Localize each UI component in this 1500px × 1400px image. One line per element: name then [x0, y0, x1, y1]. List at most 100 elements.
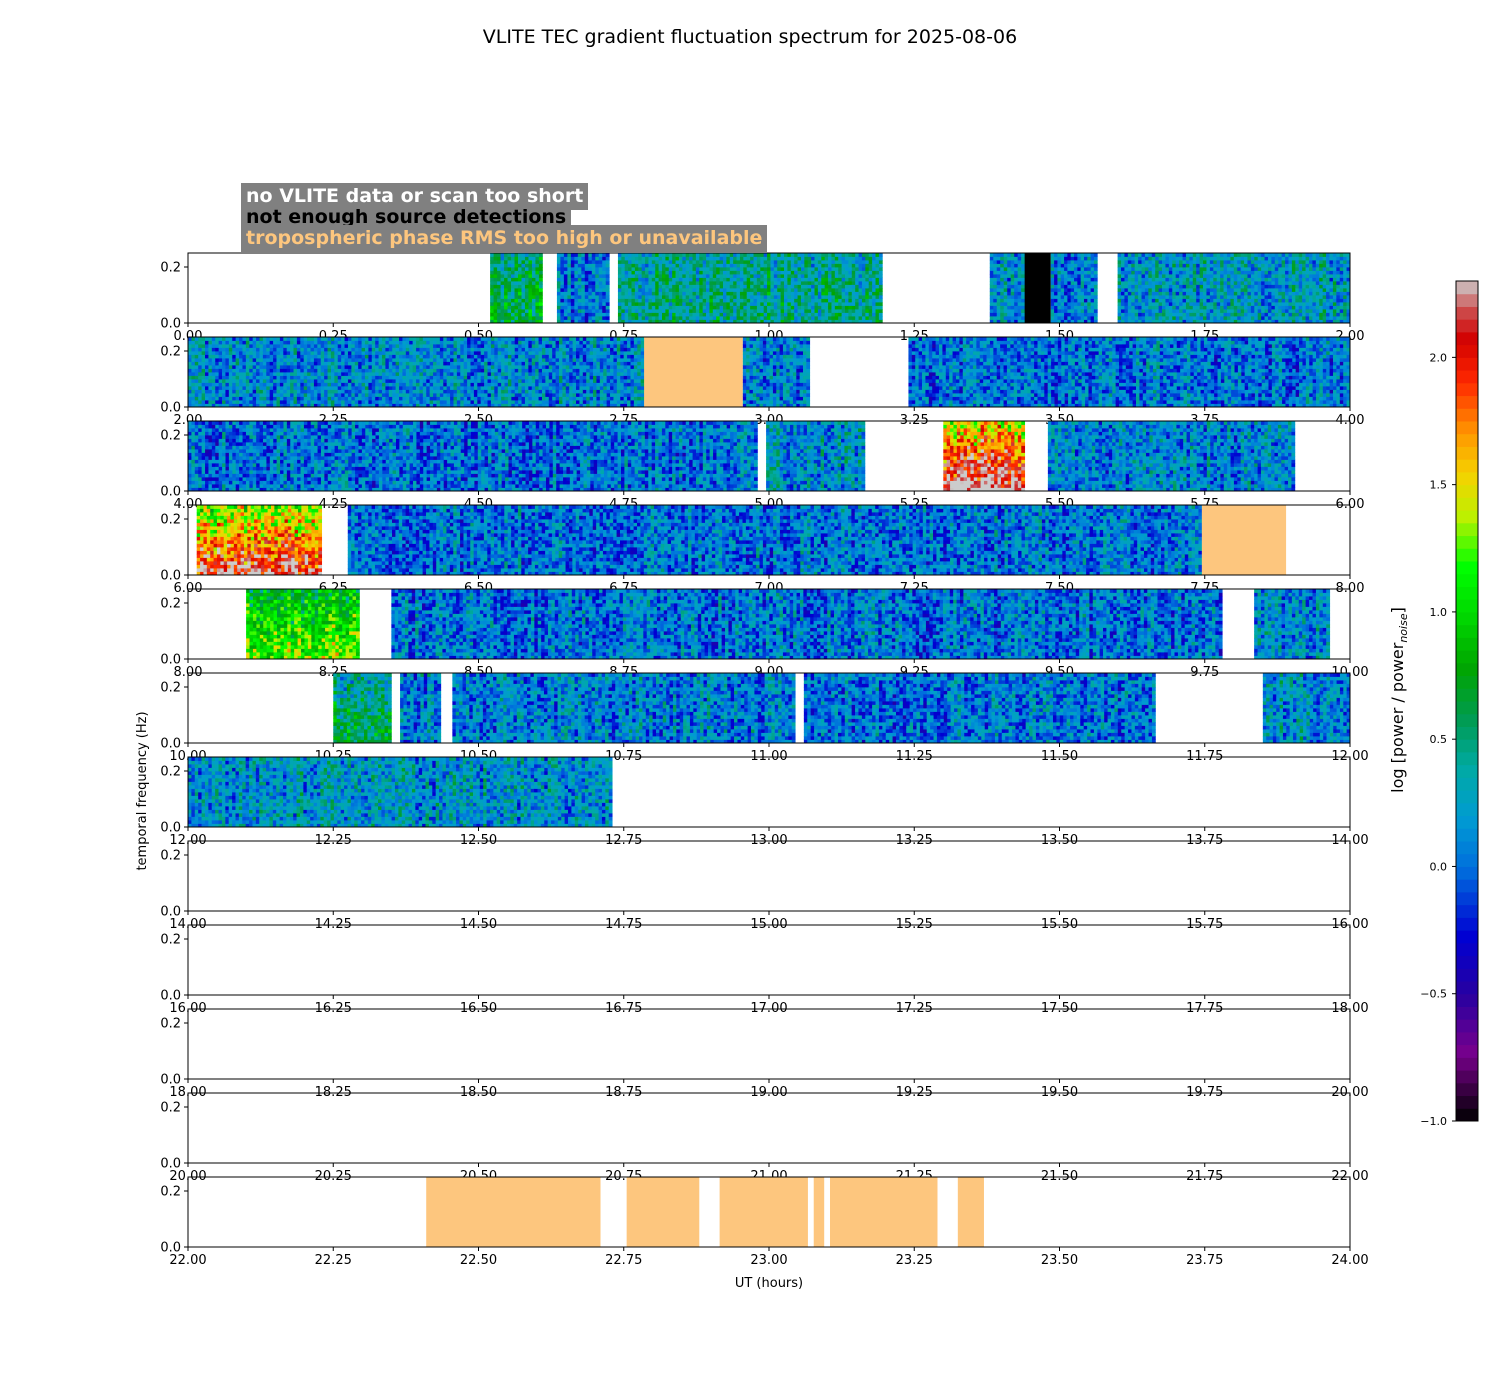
spectrum-cell	[1268, 299, 1272, 303]
spectrum-cell	[842, 292, 846, 296]
spectrum-cell	[1203, 267, 1207, 271]
spectrum-cell	[1309, 257, 1313, 261]
spectrum-cell	[490, 274, 494, 278]
spectrum-cell	[490, 299, 494, 303]
spectrum-cell	[532, 278, 536, 282]
spectrum-cell	[1077, 257, 1081, 261]
spectrum-cell	[791, 302, 795, 306]
spectrum-cell	[515, 267, 519, 271]
spectrum-cell	[1306, 274, 1310, 278]
spectrum-cell	[764, 302, 768, 306]
spectrum-cell	[869, 274, 873, 278]
spectrum-cell	[638, 264, 642, 268]
spectrum-cell	[1203, 260, 1207, 264]
spectrum-cell	[1336, 295, 1340, 299]
spectrum-cell	[1176, 260, 1180, 264]
spectrum-cell	[693, 299, 697, 303]
spectrum-cell	[1323, 271, 1327, 275]
spectrum-cell	[682, 271, 686, 275]
spectrum-cell	[1343, 316, 1347, 320]
spectrum-cell	[525, 292, 529, 296]
spectrum-cell	[767, 292, 771, 296]
spectrum-cell	[713, 306, 717, 310]
spectrum-cell	[1203, 316, 1207, 320]
spectrum-cell	[733, 260, 737, 264]
spectrum-cell	[1138, 302, 1142, 306]
spectrum-cell	[876, 271, 880, 275]
spectrum-cell	[1138, 267, 1142, 271]
spectrum-cell	[1278, 257, 1282, 261]
spectrum-cell	[1145, 278, 1149, 282]
spectrum-cell	[821, 316, 825, 320]
spectrum-cell	[801, 278, 805, 282]
spectrum-cell	[838, 281, 842, 285]
spectrum-cell	[539, 306, 543, 310]
spectrum-cell	[1165, 292, 1169, 296]
spectrum-cell	[1224, 316, 1228, 320]
spectrum-cell	[801, 295, 805, 299]
spectrum-cell	[1247, 288, 1251, 292]
spectrum-cell	[699, 313, 703, 317]
spectrum-cell	[855, 253, 859, 257]
spectrum-cell	[818, 260, 822, 264]
spectrum-cell	[747, 313, 751, 317]
spectrum-cell	[669, 260, 673, 264]
spectrum-cell	[848, 257, 852, 261]
spectrum-cell	[1316, 295, 1320, 299]
spectrum-cell	[787, 313, 791, 317]
spectrum-cell	[642, 316, 646, 320]
spectrum-cell	[1323, 267, 1327, 271]
spectrum-cell	[804, 292, 808, 296]
spectrum-cell	[852, 299, 856, 303]
spectrum-cell	[1176, 267, 1180, 271]
spectrum-cell	[1336, 302, 1340, 306]
spectrum-cell	[1021, 295, 1025, 299]
spectrum-cell	[592, 306, 596, 310]
spectrum-cell	[665, 274, 669, 278]
spectrum-cell	[1278, 285, 1282, 289]
spectrum-cell	[1189, 313, 1193, 317]
spectrum-cell	[879, 267, 883, 271]
spectrum-cell	[1217, 285, 1221, 289]
spectrum-cell	[1074, 253, 1078, 257]
spectrum-cell	[1265, 257, 1269, 261]
spectrum-cell	[1138, 288, 1142, 292]
spectrum-cell	[1302, 309, 1306, 313]
spectrum-cell	[642, 285, 646, 289]
spectrum-cell	[689, 285, 693, 289]
spectrum-cell	[511, 299, 515, 303]
spectrum-cell	[672, 264, 676, 268]
spectrum-cell	[706, 274, 710, 278]
spectrum-cell	[879, 309, 883, 313]
spectrum-cell	[1051, 295, 1055, 299]
segment-spectrum	[990, 253, 1025, 323]
spectrum-cell	[521, 257, 525, 261]
spectrum-cell	[815, 260, 819, 264]
spectrum-cell	[743, 267, 747, 271]
spectrum-cell	[1087, 260, 1091, 264]
spectrum-cell	[1189, 299, 1193, 303]
spectrum-cell	[625, 267, 629, 271]
spectrum-cell	[1165, 281, 1169, 285]
spectrum-cell	[497, 253, 501, 257]
spectrum-cell	[1138, 253, 1142, 257]
spectrum-cell	[1206, 260, 1210, 264]
spectrum-cell	[777, 253, 781, 257]
spectrum-cell	[733, 285, 737, 289]
spectrum-cell	[696, 309, 700, 313]
spectrum-cell	[1295, 285, 1299, 289]
spectrum-cell	[869, 295, 873, 299]
spectrum-cell	[1057, 295, 1061, 299]
spectrum-cell	[635, 306, 639, 310]
spectrum-cell	[997, 257, 1001, 261]
spectrum-cell	[648, 253, 652, 257]
spectrum-cell	[1064, 313, 1068, 317]
spectrum-cell	[770, 271, 774, 275]
spectrum-cell	[1152, 264, 1156, 268]
spectrum-cell	[1159, 306, 1163, 310]
spectrum-cell	[1213, 306, 1217, 310]
spectrum-cell	[848, 274, 852, 278]
spectrum-cell	[1064, 278, 1068, 282]
spectrum-cell	[835, 288, 839, 292]
spectrum-cell	[532, 306, 536, 310]
